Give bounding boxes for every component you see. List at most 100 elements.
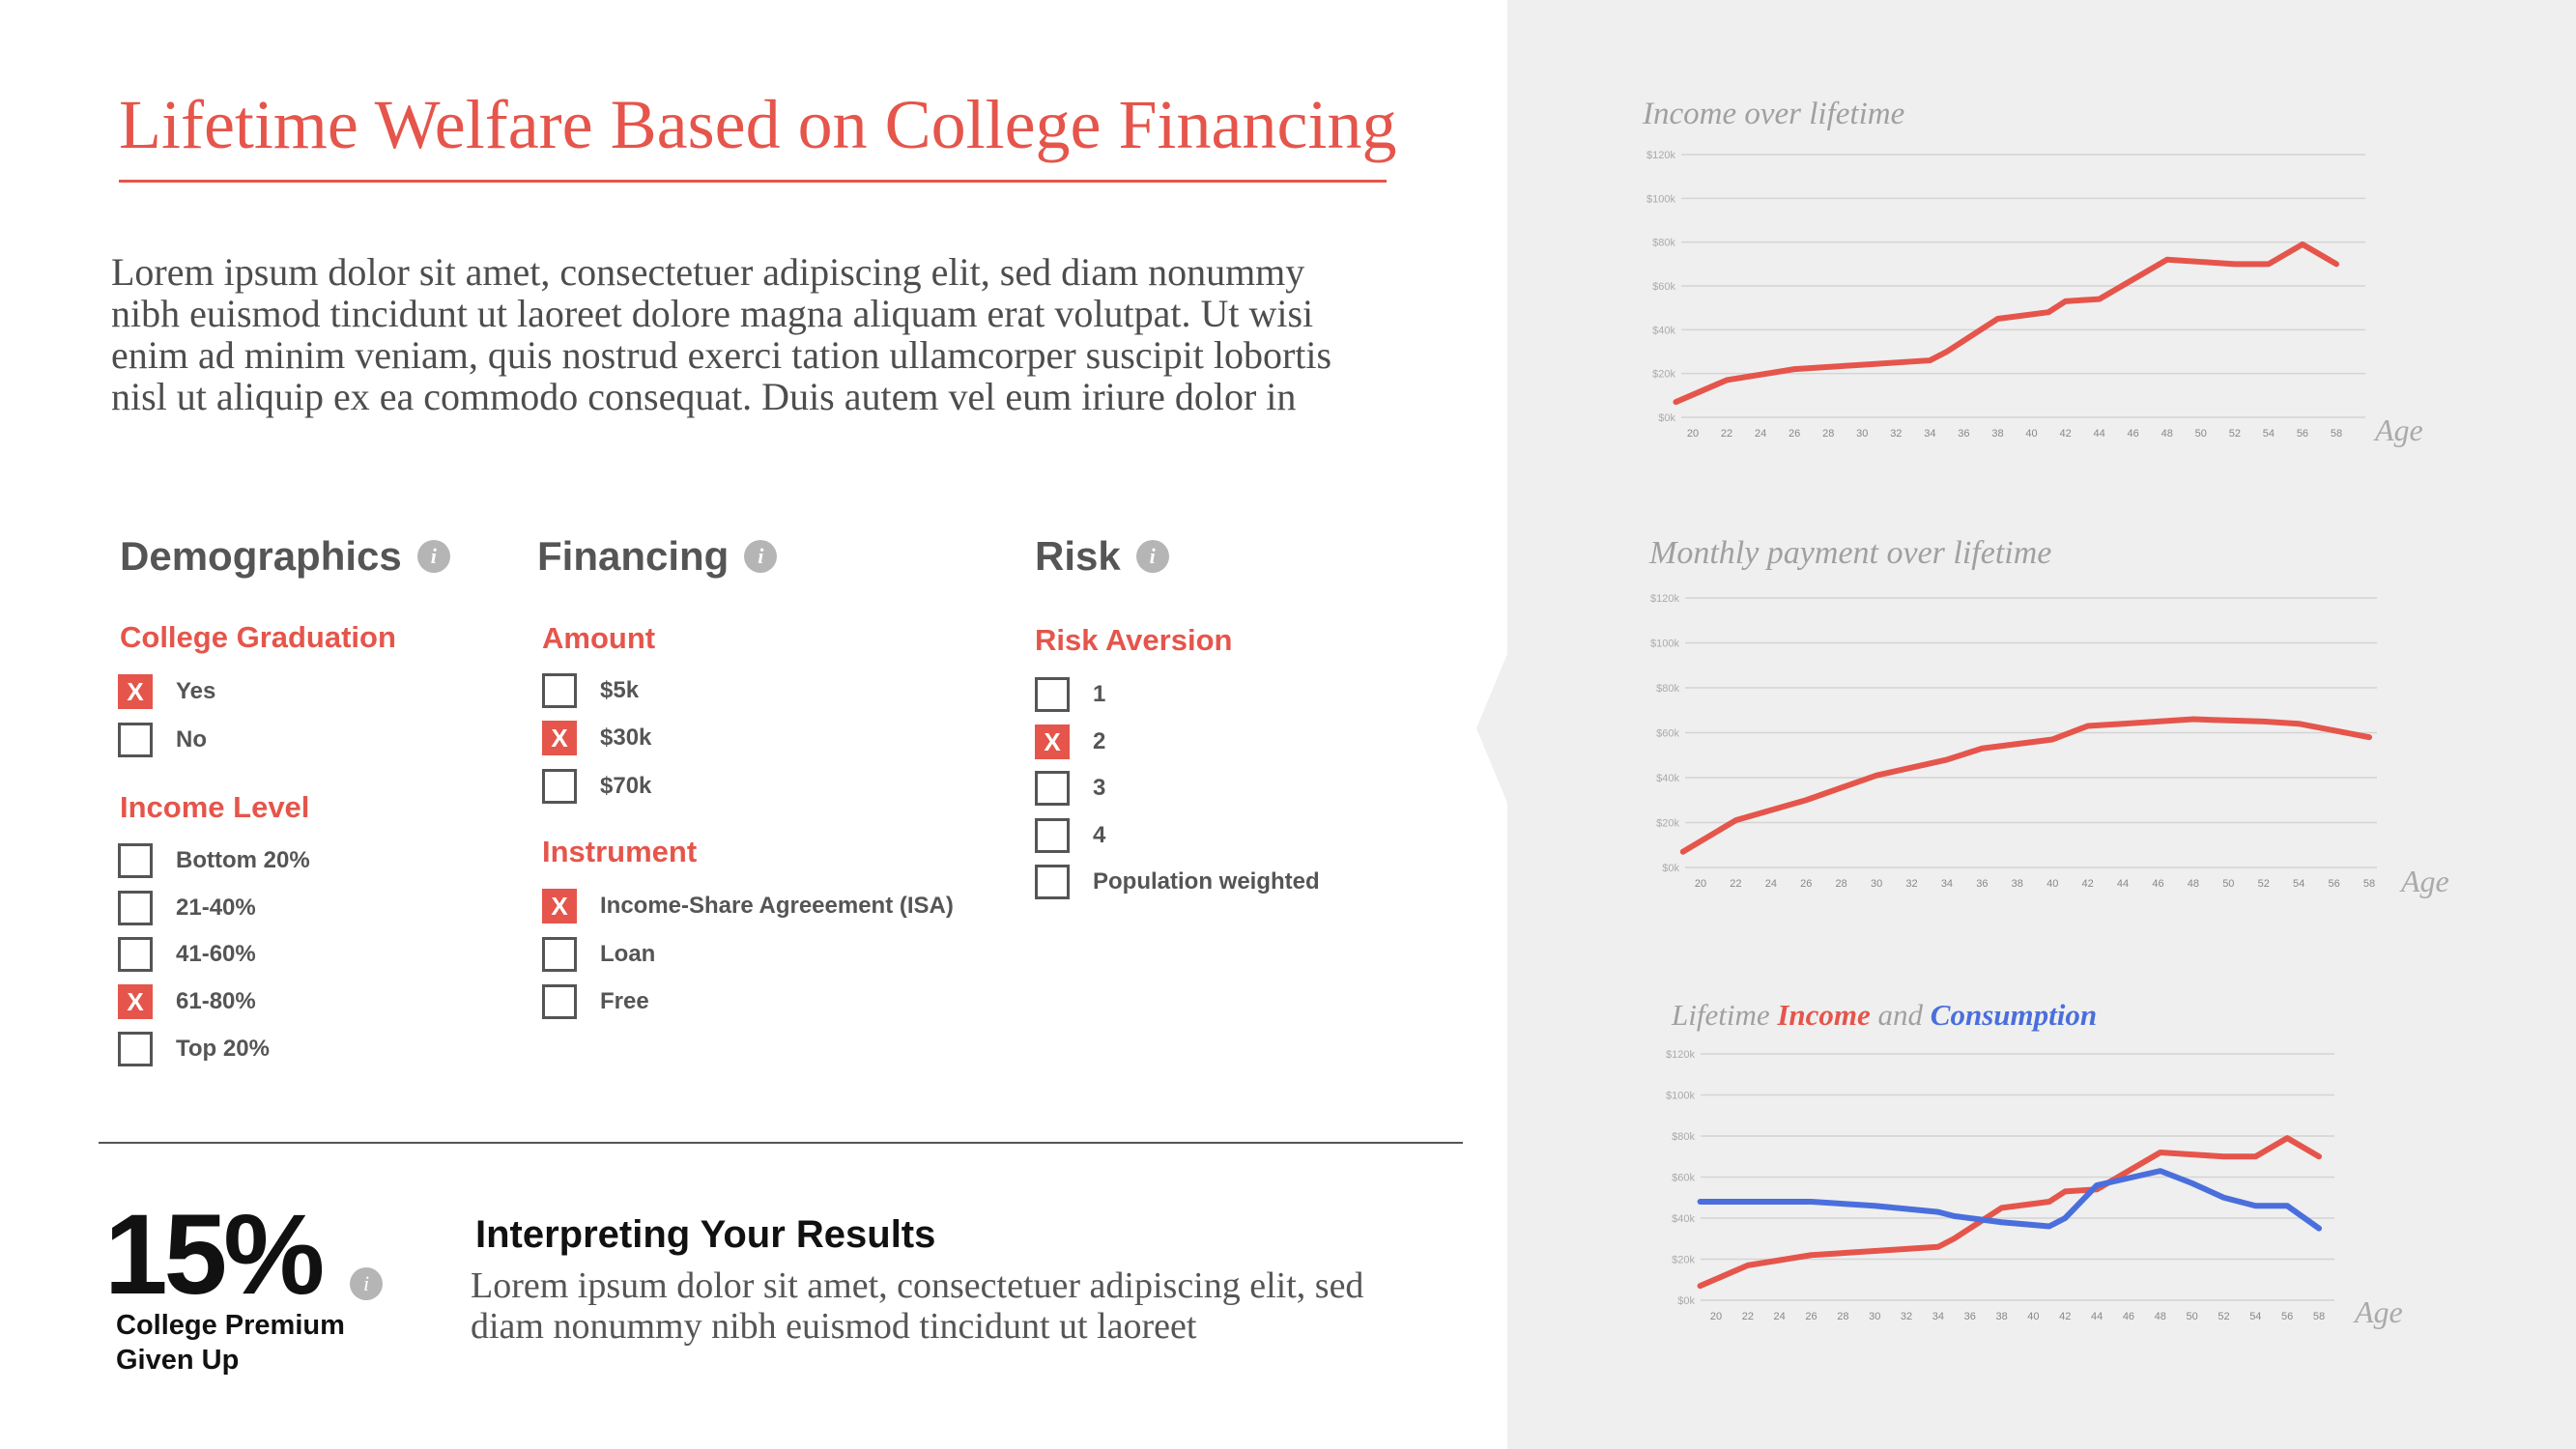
instrument-option[interactable]: Loan [542,937,655,972]
y-tick-label: $20k [1656,818,1679,830]
demographics-heading: Demographics i [120,533,450,580]
x-tick-label: 34 [1932,1311,1944,1322]
y-tick-label: $40k [1652,325,1675,336]
x-tick-label: 26 [1800,878,1812,890]
x-tick-label: 28 [1822,428,1834,440]
y-tick-label: $20k [1672,1255,1695,1266]
income-level-option-label: 41-60% [176,941,256,967]
x-tick-label: 38 [1991,428,2003,440]
checkbox[interactable]: X [542,721,577,755]
checkbox[interactable] [1035,677,1070,712]
info-icon[interactable]: i [1135,540,1169,573]
instrument-label: Instrument [542,835,698,868]
checkbox[interactable] [1035,865,1070,899]
x-tick-label: 24 [1774,1311,1786,1322]
checkbox[interactable] [542,769,577,804]
monthly-payment-chart: Monthly payment over lifetime $0k $20k $40k… [1648,535,2449,898]
x-tick-label: 26 [1789,428,1800,440]
y-tick-label: $80k [1656,683,1679,695]
income-level-option-label: Bottom 20% [176,847,310,873]
income-consumption-chart: Lifetime Income and Consumption $0k $20k $4… [1666,998,2403,1329]
x-tick-label: 44 [2094,428,2105,440]
college-graduation-option[interactable]: X Yes [118,674,215,709]
x-tick-label: 52 [2218,1311,2229,1322]
x-tick-label: 40 [2025,428,2037,440]
checkbox[interactable]: X [1035,724,1070,759]
x-tick-label: 38 [2012,878,2023,890]
info-icon[interactable]: i [416,540,450,573]
x-tick-label: 20 [1710,1311,1722,1322]
income-level-option[interactable]: 41-60% [118,937,256,972]
instrument-option[interactable]: X Income-Share Agreeement (ISA) [542,889,954,923]
amount-option[interactable]: X $30k [542,721,651,755]
income-level-option-label: 21-40% [176,895,256,921]
checkbox[interactable] [542,673,577,708]
y-tick-label: $120k [1650,593,1679,605]
amount-option[interactable]: $70k [542,769,651,804]
checkbox[interactable]: X [118,674,153,709]
x-tick-label: 58 [2363,878,2375,890]
checkbox[interactable] [118,937,153,972]
college-graduation-label: College Graduation [120,620,396,654]
x-tick-label: 34 [1941,878,1953,890]
x-tick-label: 56 [2328,878,2339,890]
checkbox[interactable] [118,891,153,925]
income-level-option[interactable]: Top 20% [118,1032,270,1066]
amount-option[interactable]: $5k [542,673,639,708]
financing-heading: Financing i [537,533,778,580]
checkbox[interactable] [1035,818,1070,853]
x-tick-label: 22 [1742,1311,1754,1322]
x-tick-label: 46 [2152,878,2163,890]
checkbox[interactable] [1035,771,1070,806]
income-level-option[interactable]: X 61-80% [118,984,256,1019]
risk-aversion-option[interactable]: 3 [1035,771,1105,806]
y-tick-label: $120k [1666,1049,1695,1061]
instrument-option[interactable]: Free [542,984,649,1019]
x-tick-label: 44 [2091,1311,2103,1322]
checkbox[interactable]: X [118,984,153,1019]
y-tick-label: $100k [1666,1091,1695,1102]
x-tick-label: 24 [1765,878,1777,890]
page-title: Lifetime Welfare Based on College Financ… [119,86,1397,163]
x-axis-label: Age [2399,864,2449,898]
x-tick-label: 46 [2123,1311,2134,1322]
x-tick-label: 42 [2059,1311,2071,1322]
risk-aversion-option-label: 2 [1093,728,1106,754]
chart-title-part: Income [1776,998,1871,1032]
chart-title-part: Lifetime [1671,998,1777,1032]
checkbox[interactable] [118,723,153,757]
title-underline [119,180,1387,183]
data-series-line [1673,241,2339,406]
y-tick-label: $60k [1656,728,1679,740]
checkbox[interactable] [542,937,577,972]
risk-aversion-label: Risk Aversion [1035,623,1233,657]
risk-aversion-option[interactable]: 4 [1035,818,1105,853]
x-tick-label: 48 [2188,878,2199,890]
y-tick-label: $100k [1650,639,1679,650]
college-graduation-option[interactable]: No [118,723,207,757]
chart-title-part: and [1871,998,1931,1032]
x-tick-label: 32 [1901,1311,1912,1322]
chart-title-part: Consumption [1931,998,2097,1032]
checkbox[interactable]: X [542,889,577,923]
income-level-option[interactable]: 21-40% [118,891,256,925]
risk-aversion-option[interactable]: 1 [1035,677,1105,712]
x-tick-label: 30 [1869,1311,1880,1322]
checkbox[interactable] [118,843,153,878]
premium-value: 15% [104,1191,325,1319]
risk-aversion-option-label: 4 [1093,822,1106,848]
info-icon[interactable]: i [350,1267,383,1300]
income-level-option[interactable]: Bottom 20% [118,843,310,878]
risk-aversion-option[interactable]: Population weighted [1035,865,1320,899]
x-tick-label: 46 [2128,428,2139,440]
instrument-option-label: Free [600,988,649,1014]
x-tick-label: 42 [2059,428,2071,440]
checkbox[interactable] [118,1032,153,1066]
info-icon[interactable]: i [744,540,778,573]
y-tick-label: $0k [1658,412,1675,424]
y-tick-label: $120k [1646,150,1675,161]
x-tick-label: 50 [2222,878,2234,890]
x-tick-label: 30 [1871,878,1882,890]
checkbox[interactable] [542,984,577,1019]
